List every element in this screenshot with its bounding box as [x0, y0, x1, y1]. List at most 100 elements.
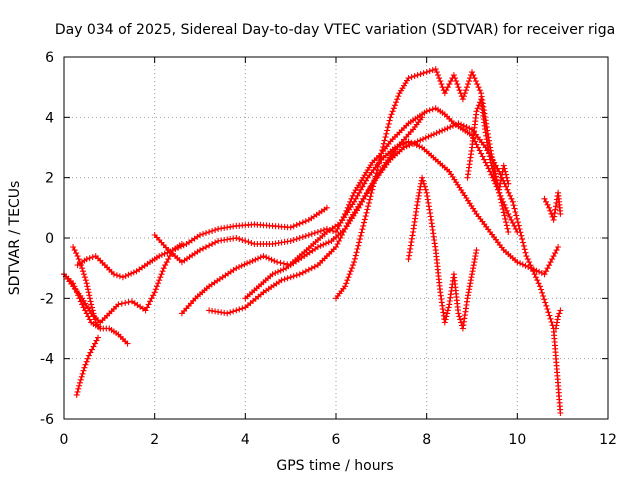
- data-point: [348, 265, 355, 272]
- data-point: [311, 230, 318, 236]
- data-point: [72, 286, 79, 293]
- data-point: [203, 244, 209, 251]
- data-point: [82, 361, 89, 368]
- data-point: [460, 122, 467, 129]
- data-point: [554, 319, 560, 326]
- data-point: [85, 313, 92, 320]
- data-point: [325, 239, 332, 246]
- data-point: [426, 206, 433, 213]
- data-point: [516, 226, 523, 232]
- data-point: [537, 283, 543, 290]
- data-point: [296, 271, 303, 278]
- data-point: [320, 241, 327, 248]
- data-point: [73, 250, 80, 257]
- data-point: [236, 306, 243, 313]
- data-point: [371, 176, 378, 183]
- data-point: [497, 193, 503, 199]
- data-point: [419, 174, 426, 181]
- data-point: [514, 219, 521, 226]
- data-point: [433, 130, 440, 136]
- data-point: [468, 274, 475, 281]
- data-point: [239, 237, 246, 243]
- data-point: [79, 370, 86, 377]
- data-point: [366, 199, 372, 206]
- data-point: [346, 271, 353, 278]
- data-point: [490, 168, 497, 175]
- data-point: [242, 238, 249, 244]
- data-point: [394, 96, 401, 103]
- data-point: [414, 198, 421, 205]
- data-point: [152, 286, 159, 293]
- data-point: [547, 207, 554, 214]
- data-point: [362, 213, 369, 220]
- data-point: [461, 90, 468, 97]
- data-point: [469, 271, 475, 278]
- data-point: [509, 219, 516, 226]
- data-point: [435, 72, 441, 79]
- data-point: [200, 231, 206, 237]
- data-point: [212, 239, 219, 246]
- data-point: [365, 203, 372, 210]
- data-point: [413, 142, 420, 149]
- data-point: [501, 212, 508, 219]
- data-point: [420, 70, 427, 77]
- data-point: [482, 129, 489, 136]
- data-point: [89, 307, 96, 314]
- x-tick-label: 6: [332, 432, 341, 448]
- data-point: [442, 316, 449, 323]
- data-point: [351, 259, 358, 266]
- series-line: [76, 207, 328, 279]
- data-point: [502, 215, 509, 222]
- data-point: [379, 147, 386, 154]
- data-point: [542, 299, 549, 306]
- data-point: [497, 180, 504, 187]
- data-point: [92, 340, 98, 347]
- data-point: [290, 273, 297, 280]
- data-point: [505, 189, 512, 196]
- data-point: [296, 235, 303, 241]
- data-point: [433, 69, 440, 76]
- data-point: [471, 256, 478, 263]
- data-point: [290, 237, 297, 243]
- data-point: [290, 223, 297, 230]
- data-point: [83, 256, 90, 263]
- chart-title: Day 034 of 2025, Sidereal Day-to-day VTE…: [55, 22, 615, 38]
- data-point: [450, 72, 457, 79]
- data-point: [402, 139, 409, 146]
- data-point: [530, 266, 537, 273]
- series-track-9: [242, 138, 562, 302]
- data-point: [485, 146, 492, 153]
- data-point: [71, 247, 78, 254]
- data-point: [496, 186, 503, 193]
- data-point: [284, 275, 291, 282]
- data-point: [375, 163, 381, 170]
- data-point: [544, 306, 551, 312]
- data-point: [453, 78, 460, 85]
- x-tick-label: 4: [241, 432, 250, 448]
- data-point: [122, 299, 129, 306]
- data-point: [311, 263, 318, 270]
- data-point: [424, 193, 431, 200]
- data-point: [281, 276, 288, 283]
- data-point: [463, 124, 470, 130]
- series-track-10: [333, 66, 512, 302]
- data-point: [158, 271, 165, 278]
- data-point: [465, 81, 471, 88]
- data-point: [408, 74, 415, 81]
- data-point: [367, 193, 374, 200]
- data-point: [397, 142, 404, 149]
- data-point: [257, 254, 264, 261]
- data-point: [381, 137, 388, 144]
- data-point: [504, 225, 511, 232]
- data-point: [487, 156, 494, 163]
- data-point: [161, 250, 168, 257]
- data-point: [363, 209, 370, 216]
- data-point: [479, 153, 486, 160]
- y-tick-label: -6: [40, 412, 54, 428]
- data-point: [473, 247, 480, 254]
- data-point: [504, 177, 511, 184]
- data-point: [124, 340, 131, 347]
- data-point: [360, 222, 367, 229]
- data-point: [519, 261, 526, 268]
- data-point: [175, 244, 182, 251]
